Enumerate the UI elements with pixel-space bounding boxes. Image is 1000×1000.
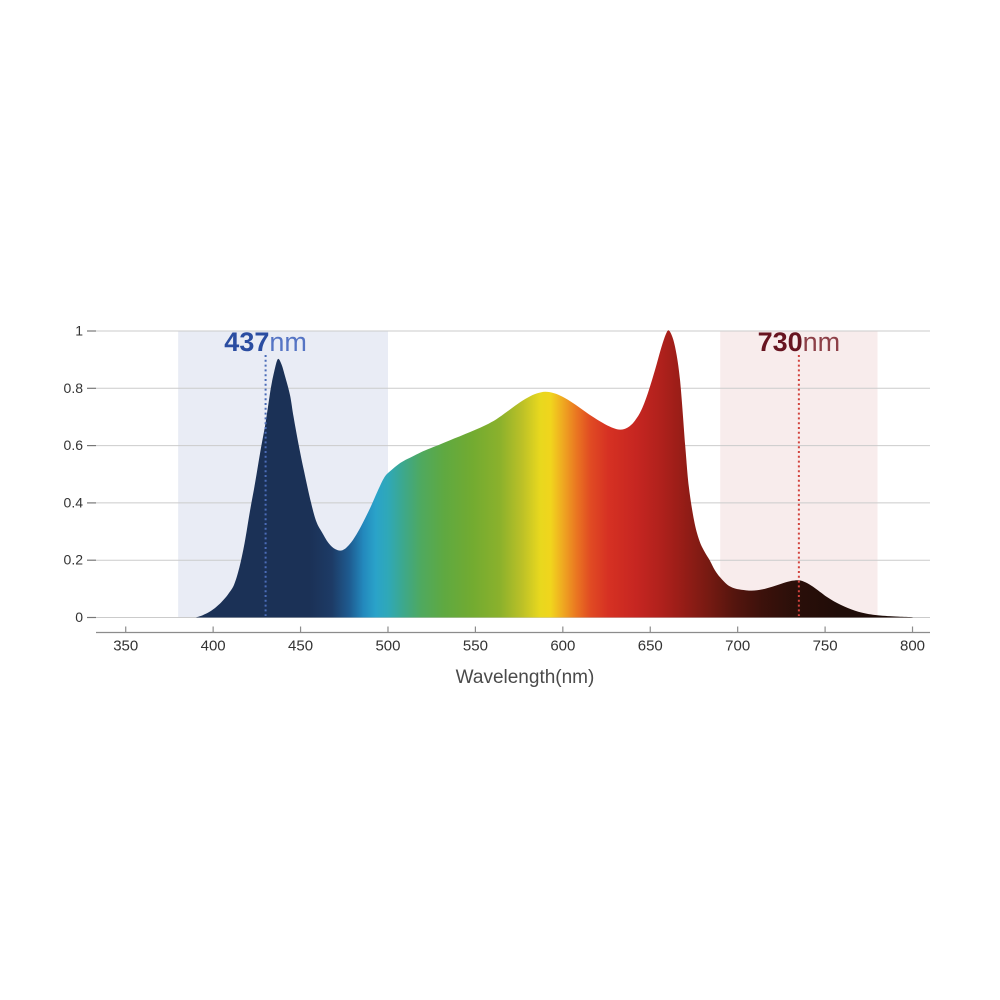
peak-730-unit: nm xyxy=(802,327,841,357)
x-tick-label: 650 xyxy=(638,638,663,655)
y-tick-label: 0.4 xyxy=(64,494,84,510)
x-tick-label: 700 xyxy=(725,638,750,655)
x-tick-label: 450 xyxy=(288,638,313,655)
y-tick-label: 1 xyxy=(75,323,83,339)
far-red-range-band xyxy=(720,331,878,618)
y-tick-label: 0.6 xyxy=(64,437,84,453)
x-tick-label: 800 xyxy=(900,638,925,655)
peak-437-unit: nm xyxy=(269,327,307,357)
x-tick-label: 750 xyxy=(813,638,838,655)
spectrum-area xyxy=(195,330,913,618)
x-tick-label: 350 xyxy=(113,638,138,655)
x-axis-title: Wavelength(nm) xyxy=(455,667,595,688)
x-tick-label: 500 xyxy=(375,638,400,655)
x-tick-label: 400 xyxy=(201,638,226,655)
y-tick-label: 0.2 xyxy=(64,552,84,568)
peak-label-437: 437nm xyxy=(224,328,307,356)
y-tick-label: 0.8 xyxy=(64,380,84,396)
peak-label-730: 730nm xyxy=(758,328,841,356)
peak-437-value: 437 xyxy=(224,327,270,357)
peak-730-value: 730 xyxy=(757,327,803,357)
x-tick-label: 550 xyxy=(463,638,488,655)
y-tick-label: 0 xyxy=(75,609,83,625)
x-tick-label: 600 xyxy=(550,638,575,655)
